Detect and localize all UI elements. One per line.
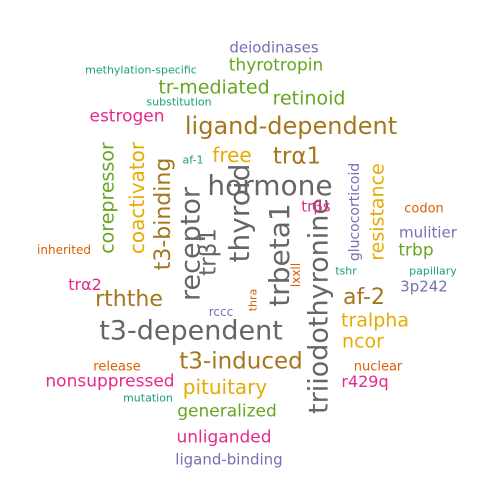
word-resistance: resistance <box>366 163 389 261</box>
word-ncor: ncor <box>342 330 384 353</box>
word-af-1: af-1 <box>182 153 204 167</box>
word-trbp: trbp <box>398 240 434 261</box>
word-glucocorticoid: glucocorticoid <box>347 162 363 262</box>
word-substitution: substitution <box>146 95 212 109</box>
word-trbeta1: trbeta1 <box>263 203 296 307</box>
word-deiodinases: deiodinases <box>229 38 319 57</box>
word-tralpha2-greek: trα2 <box>68 275 102 294</box>
word-papillary: papillary <box>409 264 457 278</box>
word-tralpha: tralpha <box>341 309 409 332</box>
word-mutation: mutation <box>123 391 173 405</box>
word-thyrotropin: thyrotropin <box>228 55 324 76</box>
word-trbeta1-greek: trβ1 <box>195 228 222 276</box>
word-tshr: tshr <box>335 264 357 278</box>
word-hormone: hormone <box>207 169 333 202</box>
word-methylation-specific: methylation-specific <box>85 63 197 77</box>
word-rththe: rththe <box>95 287 163 312</box>
word-trbetas-greek: trβs <box>301 197 331 216</box>
word-free: free <box>212 143 252 167</box>
word-tr-mediated: tr-mediated <box>158 76 270 99</box>
word-estrogen: estrogen <box>89 106 165 127</box>
word-unliganded: unliganded <box>176 427 272 448</box>
word-nuclear: nuclear <box>353 359 403 375</box>
word-release: release <box>93 359 141 375</box>
word-inherited: inherited <box>37 243 91 257</box>
word-r429q: r429q <box>341 372 389 391</box>
word-pituitary: pituitary <box>182 375 268 399</box>
word-thra: thra <box>246 288 260 312</box>
word-retinoid: retinoid <box>272 87 346 110</box>
word-3p242: 3p242 <box>400 277 448 296</box>
word-ligand-dependent: ligand-dependent <box>184 112 398 140</box>
word-corepressor: corepressor <box>96 142 119 254</box>
word-t3-induced: t3-induced <box>179 348 303 375</box>
word-mulitier: mulitier <box>399 223 457 242</box>
word-ligand-binding: ligand-binding <box>175 450 283 469</box>
word-rccc: rccc <box>208 305 234 319</box>
word-coactivator: coactivator <box>125 141 149 255</box>
word-generalized: generalized <box>177 401 277 422</box>
word-lxxll: lxxll <box>289 262 303 288</box>
word-triiodothyronine: triiodothyronine <box>303 198 335 414</box>
word-t3-binding: t3-binding <box>151 157 176 271</box>
word-tralpha1-greek: trα1 <box>272 143 322 170</box>
word-thyroid: thyroid <box>223 163 256 263</box>
word-codon: codon <box>404 201 444 217</box>
word-af-2: af-2 <box>343 285 385 310</box>
word-nonsuppressed: nonsuppressed <box>45 371 175 392</box>
word-t3-dependent: t3-dependent <box>99 315 283 347</box>
